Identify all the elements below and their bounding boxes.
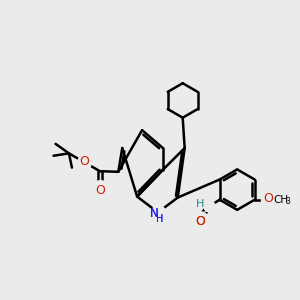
- Text: O: O: [79, 154, 89, 168]
- Text: H: H: [156, 214, 164, 224]
- Text: H: H: [156, 214, 164, 224]
- Text: N: N: [150, 207, 158, 220]
- Text: N: N: [150, 207, 158, 220]
- Text: O: O: [263, 192, 273, 205]
- Text: O: O: [195, 214, 205, 228]
- Text: CH: CH: [273, 195, 288, 205]
- Text: O: O: [195, 214, 205, 228]
- Text: 3: 3: [286, 197, 291, 206]
- Text: O: O: [95, 184, 105, 197]
- Text: H: H: [196, 199, 205, 209]
